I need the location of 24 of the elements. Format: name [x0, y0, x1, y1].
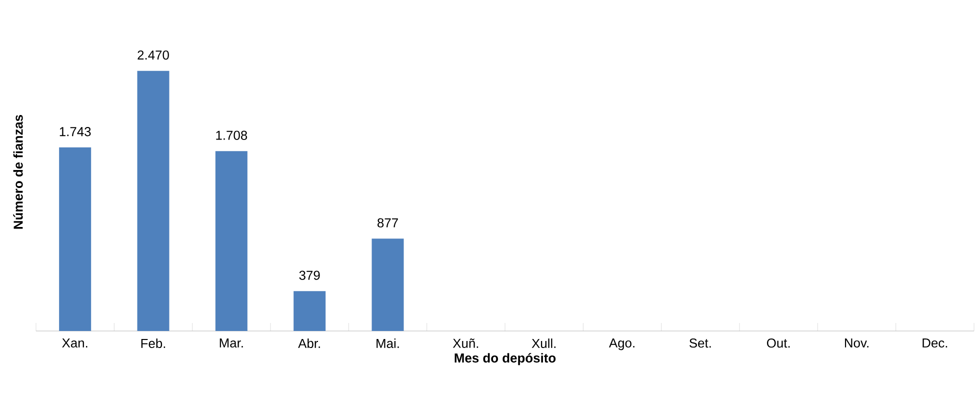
x-tick-label: Mai.	[376, 338, 399, 348]
x-tick-label: Feb.	[141, 338, 166, 348]
bar	[215, 151, 248, 331]
data-label: 1.708	[216, 130, 248, 140]
bar	[294, 291, 326, 331]
x-tick-label: Mar.	[220, 338, 243, 348]
data-label: 877	[378, 218, 398, 228]
x-axis-title: Mes do depósito	[454, 352, 556, 366]
x-tick-label: Set.	[690, 338, 711, 348]
data-label: 1.743	[60, 127, 91, 136]
bar	[372, 238, 404, 331]
x-tick-label: Xull.	[532, 338, 556, 348]
data-label: 2.470	[138, 50, 169, 60]
bar	[137, 70, 170, 331]
x-tick-label: Out.	[766, 338, 790, 348]
x-tick-label: Xan.	[62, 338, 88, 348]
x-tick-label: Xuñ.	[452, 338, 478, 348]
x-tick-label: Dec.	[922, 338, 948, 348]
data-label: 379	[299, 270, 320, 280]
x-tick-label: Abr.	[298, 338, 320, 348]
x-tick-label: Ago.	[608, 338, 634, 350]
x-tick-label: Nov.	[844, 338, 868, 348]
y-axis-title: Número de fianzas	[13, 114, 23, 229]
bar	[59, 147, 92, 331]
